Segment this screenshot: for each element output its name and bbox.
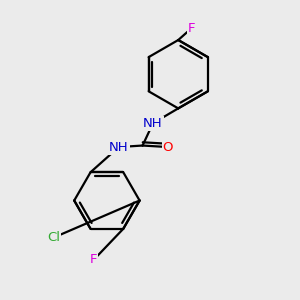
Text: F: F: [90, 254, 97, 266]
Text: NH: NH: [143, 117, 163, 130]
Text: O: O: [163, 140, 173, 154]
Text: F: F: [188, 22, 195, 34]
Text: NH: NH: [109, 140, 129, 154]
Text: Cl: Cl: [47, 231, 60, 244]
